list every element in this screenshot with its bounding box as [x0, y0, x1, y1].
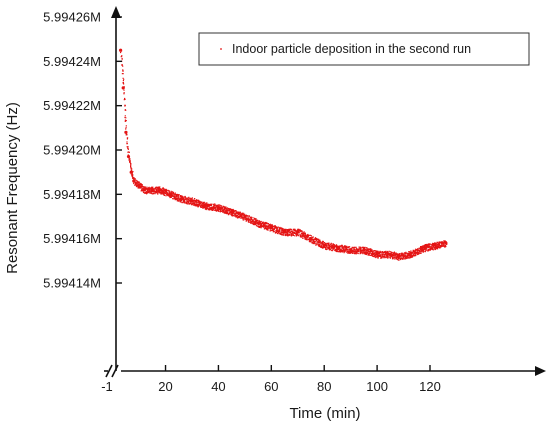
legend-marker: [220, 48, 222, 50]
data-point: [407, 252, 411, 256]
y-tick-label: 5.99420M: [43, 143, 101, 158]
data-point: [423, 245, 427, 250]
y-tick-label: 5.99418M: [43, 187, 101, 202]
data-point: [243, 214, 247, 219]
data-point: [142, 188, 146, 192]
x-tick-label: -1: [101, 379, 113, 394]
x-tick-label: 80: [317, 379, 331, 394]
y-ticks: 5.99414M 5.99416M 5.99418M 5.99420M 5.99422M…: [43, 10, 122, 291]
plot-area: [119, 48, 448, 261]
x-tick-label: 60: [264, 379, 278, 394]
x-tick-label: 100: [366, 379, 388, 394]
data-point: [362, 248, 366, 252]
data-point: [396, 254, 400, 258]
x-tick-label: 120: [419, 379, 441, 394]
data-point: [309, 237, 313, 241]
x-tick-label: 20: [158, 379, 172, 394]
data-point: [444, 241, 448, 245]
data-point: [137, 183, 141, 188]
data-point: [433, 243, 437, 247]
data-point: [322, 243, 326, 247]
y-tick-label: 5.99422M: [43, 98, 101, 113]
x-ticks: -1 20 40 60 80 100 120: [101, 365, 441, 394]
x-tick-label: 40: [211, 379, 225, 394]
legend-box: [198, 32, 530, 66]
y-axis-title: Resonant Frequency (Hz): [4, 102, 21, 274]
series-scatter-band: [120, 49, 448, 261]
data-point: [388, 252, 392, 256]
y-tick-label: 5.99414M: [43, 276, 101, 291]
data-point: [121, 86, 125, 90]
y-tick-label: 5.99424M: [43, 54, 101, 69]
y-axis-arrow: [111, 6, 121, 18]
data-point: [124, 130, 128, 134]
x-axis-arrow: [535, 366, 546, 376]
data-point: [216, 206, 220, 210]
legend: Indoor particle deposition in the second…: [198, 32, 530, 66]
y-tick-label: 5.99426M: [43, 10, 101, 25]
data-point: [269, 226, 273, 230]
data-point: [296, 230, 300, 234]
data-point: [129, 170, 133, 174]
series-points: [119, 48, 448, 261]
x-axis-title: Time (min): [289, 405, 360, 422]
data-point: [158, 188, 162, 192]
data-point: [282, 230, 287, 234]
data-point: [335, 245, 339, 250]
data-point: [375, 252, 379, 256]
data-point: [256, 221, 260, 225]
data-point: [119, 48, 123, 52]
data-point: [203, 203, 207, 207]
legend-label: Indoor particle deposition in the second…: [232, 42, 471, 56]
data-point: [150, 188, 154, 192]
data-point: [230, 210, 234, 214]
data-point: [179, 197, 183, 201]
y-tick-label: 5.99416M: [43, 231, 101, 246]
data-point: [190, 199, 194, 203]
data-point: [169, 192, 173, 196]
axis-break-icon: [105, 364, 119, 378]
data-point: [349, 248, 353, 252]
data-point: [132, 179, 136, 183]
data-point: [126, 155, 131, 159]
